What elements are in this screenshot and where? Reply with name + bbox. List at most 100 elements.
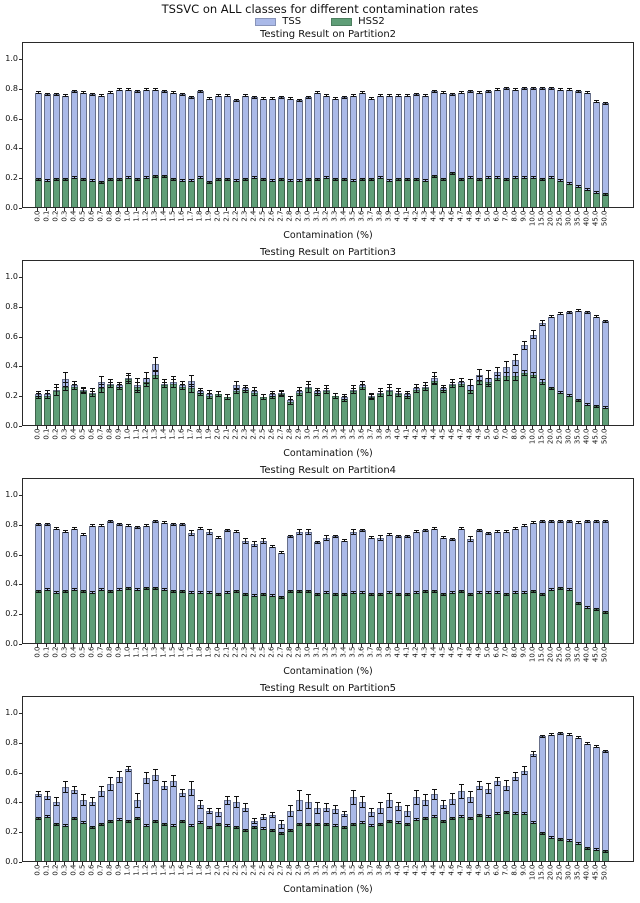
error-bar xyxy=(324,803,329,813)
ytick-label: 0.6 xyxy=(5,767,18,777)
error-bar xyxy=(423,94,428,98)
bar-hss2 xyxy=(476,179,483,207)
ytick-mark xyxy=(19,614,22,616)
error-bar xyxy=(288,589,293,593)
error-bar xyxy=(486,531,491,535)
xtick-mark xyxy=(361,862,362,865)
error-bar xyxy=(171,91,176,95)
xtick-mark xyxy=(541,862,542,865)
bar-hss2 xyxy=(80,822,87,861)
error-bar xyxy=(153,586,158,590)
error-bar xyxy=(603,319,608,323)
bar-hss2 xyxy=(98,589,105,643)
error-bar xyxy=(171,522,176,526)
bar-hss2 xyxy=(314,179,321,207)
error-bar xyxy=(72,527,77,531)
ytick-mark xyxy=(19,644,22,645)
xtick-mark xyxy=(280,426,281,429)
error-bar xyxy=(414,591,419,595)
bar-hss2 xyxy=(368,594,375,643)
bar-hss2 xyxy=(170,825,177,861)
ytick-mark xyxy=(19,802,22,804)
error-bar xyxy=(495,591,500,595)
xtick-mark xyxy=(226,862,227,865)
error-bar xyxy=(189,95,194,99)
error-bar xyxy=(342,177,347,181)
bar-hss2 xyxy=(449,173,456,207)
error-bar xyxy=(477,781,482,790)
error-bar xyxy=(441,819,446,823)
error-bar xyxy=(360,591,365,595)
xtick-mark xyxy=(334,426,335,429)
bar-hss2 xyxy=(413,389,420,425)
error-bar xyxy=(387,591,392,595)
error-bar xyxy=(234,530,239,534)
ytick-label: 1.0 xyxy=(5,490,18,499)
bar-hss2 xyxy=(251,392,258,425)
error-bar xyxy=(135,177,140,181)
xtick-mark xyxy=(73,208,74,211)
bar-hss2 xyxy=(44,816,51,861)
bar-hss2 xyxy=(53,179,60,207)
xtick-mark xyxy=(262,426,263,429)
ytick-label: 0.0 xyxy=(5,421,18,430)
xtick-mark xyxy=(478,862,479,865)
xtick-mark xyxy=(316,644,317,647)
ytick-mark xyxy=(19,495,22,496)
error-bar xyxy=(288,179,293,183)
error-bar xyxy=(423,179,428,183)
xtick-mark xyxy=(217,208,218,211)
bar-hss2 xyxy=(89,592,96,643)
error-bar xyxy=(540,831,545,835)
error-bar xyxy=(36,589,41,593)
bar-hss2 xyxy=(269,395,276,425)
bar-hss2 xyxy=(422,591,429,643)
bar-hss2 xyxy=(62,591,69,643)
error-bar xyxy=(63,382,68,392)
error-bar xyxy=(36,91,41,95)
xtick-mark xyxy=(325,208,326,211)
error-bar xyxy=(72,785,77,795)
bar-hss2 xyxy=(395,394,402,425)
error-bar xyxy=(243,803,248,813)
xtick-mark xyxy=(136,426,137,429)
error-bar xyxy=(603,519,608,523)
bar-hss2 xyxy=(134,179,141,207)
error-bar xyxy=(99,180,104,184)
bar-hss2 xyxy=(332,395,339,425)
bar-hss2 xyxy=(215,394,222,425)
bar-hss2 xyxy=(602,851,609,861)
error-bar xyxy=(144,824,149,828)
xtick-mark xyxy=(46,426,47,429)
error-bar xyxy=(63,530,68,534)
xtick-mark xyxy=(136,208,137,211)
bar-hss2 xyxy=(368,825,375,861)
bar-hss2 xyxy=(539,179,546,207)
ytick-mark xyxy=(19,832,22,834)
error-bar xyxy=(108,819,113,823)
bar-hss2 xyxy=(152,588,159,643)
xtick-mark xyxy=(415,426,416,429)
bar-hss2 xyxy=(287,591,294,643)
bar-hss2 xyxy=(224,397,231,425)
xtick-mark xyxy=(532,208,533,211)
error-bar xyxy=(405,177,410,181)
bar-hss2 xyxy=(440,821,447,861)
error-bar xyxy=(432,89,437,93)
bar-hss2 xyxy=(449,592,456,643)
error-bar xyxy=(306,95,311,99)
error-bar xyxy=(324,534,329,541)
xtick-mark xyxy=(217,426,218,429)
bar-hss2 xyxy=(575,843,582,861)
error-bar xyxy=(63,94,68,98)
bar-hss2 xyxy=(386,821,393,861)
xtick-mark xyxy=(496,862,497,865)
xtick-mark xyxy=(541,208,542,211)
error-bar xyxy=(81,589,86,593)
error-bar xyxy=(117,522,122,526)
error-bar xyxy=(135,792,140,808)
error-bar xyxy=(558,731,563,735)
bar-hss2 xyxy=(431,591,438,643)
error-bar xyxy=(270,97,275,101)
xtick-mark xyxy=(523,644,524,647)
